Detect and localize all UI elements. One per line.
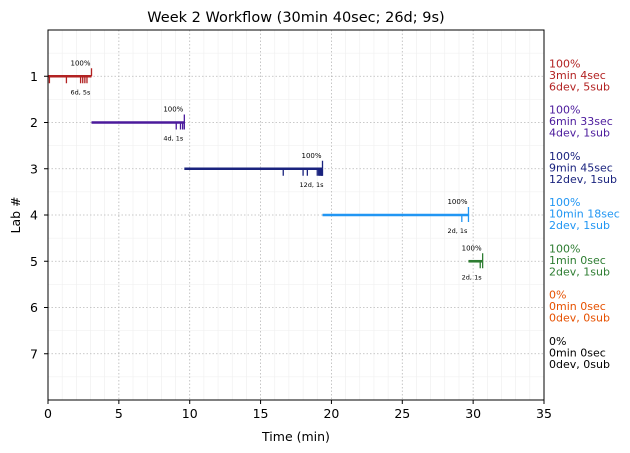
lab-4-percent-label: 100%	[447, 198, 467, 206]
x-tick-label: 10	[182, 406, 198, 421]
x-tick-label: 30	[465, 406, 481, 421]
lab-3-summary-line: 12dev, 1sub	[549, 173, 617, 186]
lab-3-summary-line: 9min 45sec	[549, 161, 613, 174]
y-tick-label: 7	[30, 346, 38, 361]
lab-1-counts-label: 6d, 5s	[71, 88, 92, 96]
y-tick-label: 3	[30, 161, 38, 176]
lab-2-percent-label: 100%	[163, 106, 183, 114]
y-tick-label: 2	[30, 115, 38, 130]
lab-4-summary-line: 10min 18sec	[549, 208, 620, 221]
lab-7-summary-line: 0%	[549, 335, 566, 348]
lab-2-counts-label: 4d, 1s	[163, 135, 184, 143]
chart-title: Week 2 Workflow (30min 40sec; 26d; 9s)	[147, 10, 444, 26]
lab-bars: 100% 6d, 5s 100% 4d, 1s 100% 12d, 1s 100% 2d, 1…	[48, 59, 484, 281]
x-tick-label: 5	[115, 406, 123, 421]
lab-1-percent-label: 100%	[70, 59, 90, 67]
y-tick-label: 6	[30, 300, 38, 315]
y-tick-label: 5	[30, 254, 38, 269]
lab-4-counts-label: 2d, 1s	[448, 227, 469, 235]
x-tick-label: 35	[536, 406, 552, 421]
lab-7-summary-line: 0dev, 0sub	[549, 358, 610, 371]
lab-4-summary-line: 2dev, 1sub	[549, 219, 610, 232]
lab-3-summary-line: 100%	[549, 150, 580, 163]
lab-5-summary-line: 1min 0sec	[549, 254, 606, 267]
lab-6-summary-line: 0min 0sec	[549, 300, 606, 313]
x-tick-label: 25	[394, 406, 410, 421]
lab-5-summary-line: 2dev, 1sub	[549, 265, 610, 278]
y-tick-label: 1	[30, 69, 38, 84]
lab-1-summary-line: 100%	[549, 57, 580, 70]
y-axis-label: Lab #	[8, 196, 23, 233]
lab-2-summary-line: 4dev, 1sub	[549, 127, 610, 140]
x-tick-label: 20	[323, 406, 339, 421]
lab-7-summary-line: 0min 0sec	[549, 346, 606, 359]
lab-1-summary-line: 6dev, 5sub	[549, 80, 610, 93]
lab-2-summary-line: 100%	[549, 104, 580, 117]
lab-3-percent-label: 100%	[301, 152, 321, 160]
lab-1-summary-line: 3min 4sec	[549, 69, 606, 82]
y-tick-label: 4	[30, 208, 38, 223]
x-axis-label: Time (min)	[261, 429, 330, 444]
x-tick-label: 0	[44, 406, 52, 421]
lab-6-summary-line: 0%	[549, 289, 566, 302]
lab-3-counts-label: 12d, 1s	[299, 181, 324, 189]
lab-5-summary-line: 100%	[549, 242, 580, 255]
x-axis: 0 5 10 15 20 25 30 35	[44, 400, 552, 421]
lab-5-counts-label: 2d, 1s	[462, 273, 483, 281]
lab-6-summary-line: 0dev, 0sub	[549, 312, 610, 325]
x-tick-label: 15	[253, 406, 269, 421]
lab-5-percent-label: 100%	[462, 244, 482, 252]
y-axis: 1 2 3 4 5 6 7	[30, 69, 48, 361]
lab-4-summary-line: 100%	[549, 196, 580, 209]
lab-2-summary-line: 6min 33sec	[549, 115, 613, 128]
